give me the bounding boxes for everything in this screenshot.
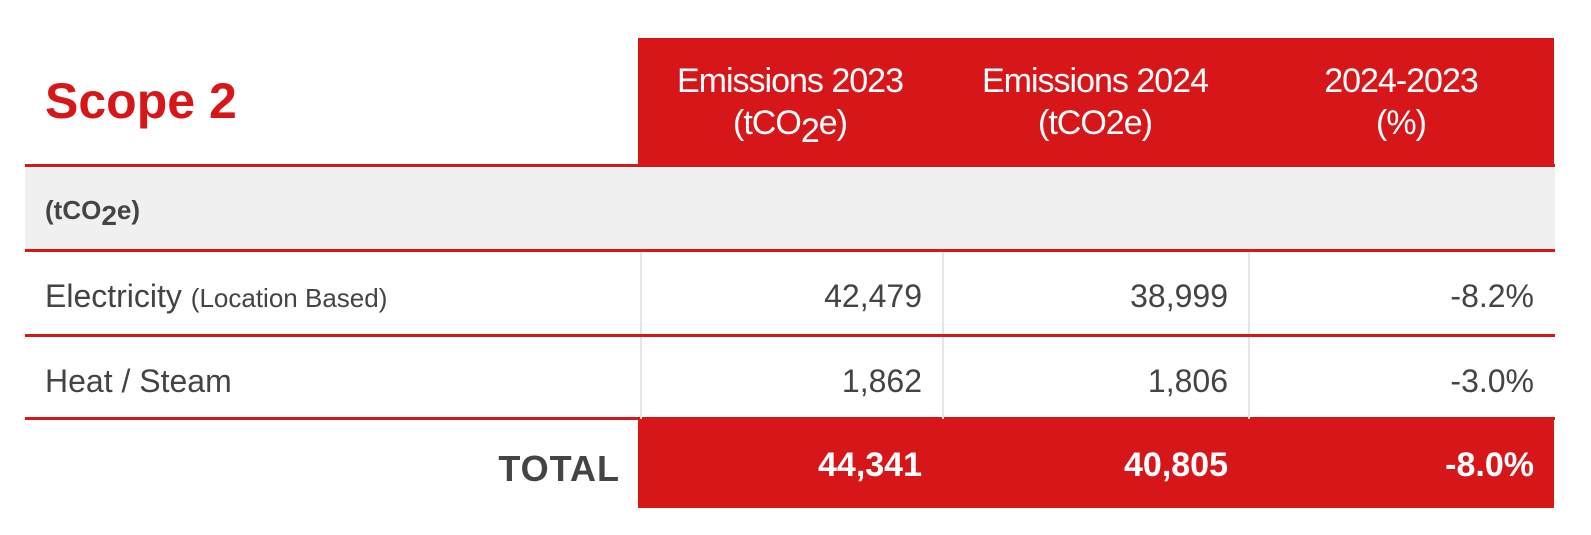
divider xyxy=(942,337,944,419)
divider xyxy=(640,337,642,419)
text: (%) xyxy=(1376,104,1427,142)
text: Electricity xyxy=(45,278,182,314)
header-band xyxy=(638,38,1554,166)
rule xyxy=(25,164,1555,167)
cell: 42,479 xyxy=(824,278,922,314)
header-line: 2024-2023 xyxy=(1324,62,1479,100)
unit-row xyxy=(25,168,1555,250)
note: (Location Based) xyxy=(190,283,388,313)
cell: 1,862 xyxy=(841,363,922,399)
total-cell: 44,341 xyxy=(818,446,922,484)
text: e) xyxy=(116,195,141,225)
divider xyxy=(1248,337,1250,419)
text: e) xyxy=(818,104,848,142)
rule xyxy=(25,334,1555,337)
cell: -8.2% xyxy=(1450,278,1534,314)
rule xyxy=(25,417,1555,420)
text: (tCO2e) xyxy=(1038,104,1153,142)
cell: -3.0% xyxy=(1450,363,1534,399)
title: Scope 2 xyxy=(45,73,237,129)
cell: 38,999 xyxy=(1130,278,1228,314)
divider xyxy=(1248,252,1250,334)
header-line: Emissions 2024 xyxy=(981,62,1209,100)
total-cell: 40,805 xyxy=(1124,446,1228,484)
header-unit: (%) xyxy=(1248,102,1554,144)
cell: 1,806 xyxy=(1147,363,1228,399)
text: Heat / Steam xyxy=(45,363,232,399)
column-header: Emissions 2024 (tCO2e) xyxy=(942,40,1248,164)
rule xyxy=(25,249,1555,252)
divider xyxy=(942,252,944,334)
total-label: TOTAL xyxy=(498,448,620,489)
divider xyxy=(640,252,642,334)
header-unit: (tCO2e) xyxy=(942,102,1248,144)
header-unit: (tCO2e) xyxy=(638,102,942,150)
total-band xyxy=(638,420,1554,508)
text: (tCO xyxy=(45,195,102,225)
header-line: Emissions 2023 xyxy=(676,62,904,100)
row-label: Electricity (Location Based) xyxy=(45,278,387,315)
text: (tCO xyxy=(733,104,802,142)
column-header: 2024-2023 (%) xyxy=(1248,40,1554,164)
column-header: Emissions 2023 (tCO2e) xyxy=(638,40,942,164)
unit-label: (tCO2e) xyxy=(45,194,141,231)
text: 2 xyxy=(800,112,820,150)
total-cell: -8.0% xyxy=(1445,446,1534,484)
subscript: 2 xyxy=(101,200,117,231)
row-label: Heat / Steam xyxy=(45,363,232,400)
